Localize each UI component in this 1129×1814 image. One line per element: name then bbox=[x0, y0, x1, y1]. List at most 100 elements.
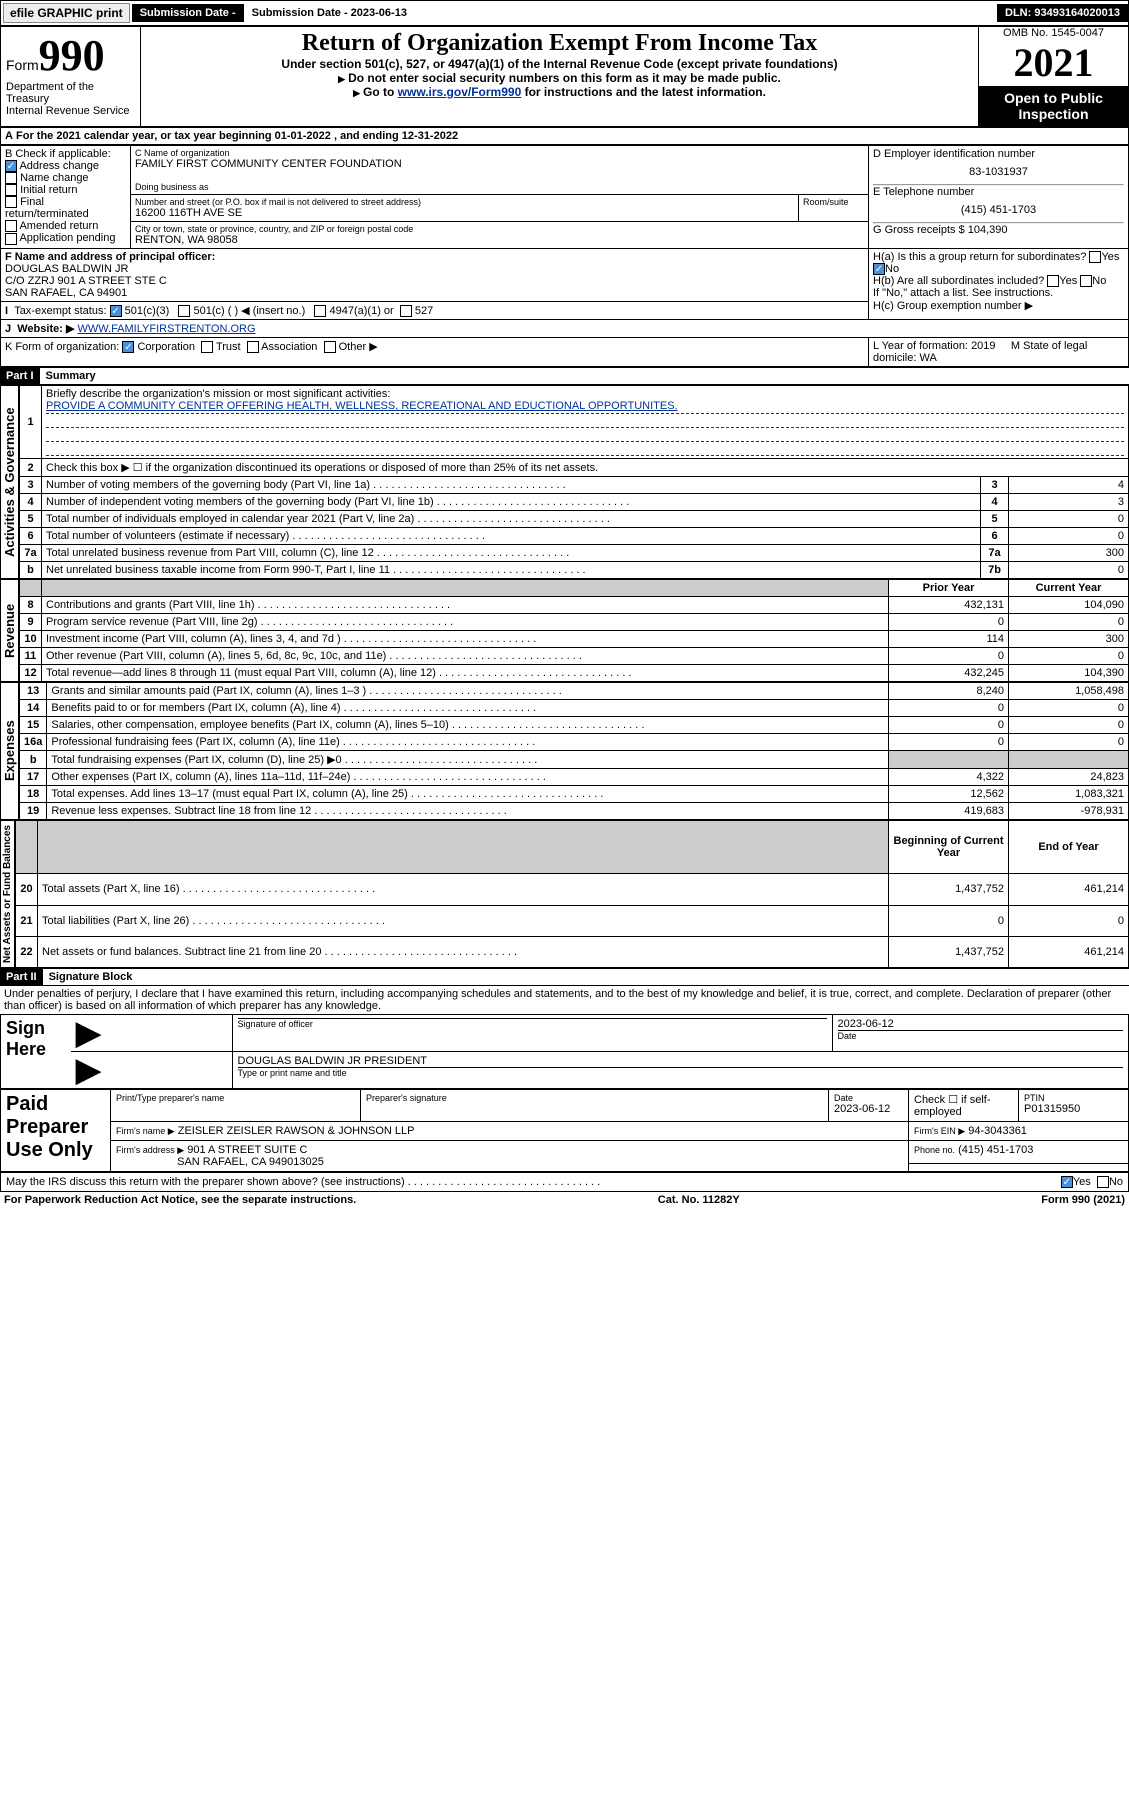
check-501c3[interactable] bbox=[110, 305, 122, 317]
subtitle-3-suffix: for instructions and the latest informat… bbox=[521, 85, 766, 99]
prior-val: 4,322 bbox=[889, 769, 1009, 786]
officer-addr2: SAN RAFAEL, CA 94901 bbox=[5, 287, 127, 299]
firm-ein: 94-3043361 bbox=[968, 1125, 1027, 1137]
website-link[interactable]: WWW.FAMILYFIRSTRENTON.ORG bbox=[77, 323, 255, 335]
curr-val: 461,214 bbox=[1009, 874, 1129, 905]
check-address-change[interactable] bbox=[5, 160, 17, 172]
officer-name-title: DOUGLAS BALDWIN JR PRESIDENT bbox=[238, 1055, 1123, 1067]
line-val: 0 bbox=[1009, 528, 1129, 545]
check-final-return[interactable] bbox=[5, 196, 17, 208]
sign-arrow-icon: ▶ bbox=[76, 1014, 102, 1052]
part1-header-bar: Part I Summary bbox=[0, 367, 1129, 385]
sign-here-label: Sign Here bbox=[1, 1015, 71, 1089]
l2-text: Check this box ▶ ☐ if the organization d… bbox=[42, 459, 1129, 477]
dln: DLN: 93493164020013 bbox=[997, 4, 1128, 22]
line-text: Total number of volunteers (estimate if … bbox=[46, 530, 485, 542]
ha-yes[interactable] bbox=[1089, 251, 1101, 263]
line-text: Number of voting members of the governin… bbox=[46, 479, 566, 491]
irs-label: Internal Revenue Service bbox=[6, 105, 135, 117]
check-other[interactable] bbox=[324, 341, 336, 353]
check-527[interactable] bbox=[400, 305, 412, 317]
discuss-yes[interactable] bbox=[1061, 1176, 1073, 1188]
line-num: 11 bbox=[20, 648, 42, 665]
line-text: Professional fundraising fees (Part IX, … bbox=[51, 736, 535, 748]
ptin-value: P01315950 bbox=[1024, 1103, 1123, 1115]
part2-label: Part II bbox=[0, 969, 43, 985]
year-formation: 2019 bbox=[971, 340, 995, 352]
city-value: RENTON, WA 98058 bbox=[135, 234, 864, 246]
prior-val: 432,245 bbox=[889, 665, 1009, 682]
line-box: 4 bbox=[981, 494, 1009, 511]
omb-number: OMB No. 1545-0047 bbox=[979, 27, 1128, 39]
prior-val: 419,683 bbox=[889, 803, 1009, 820]
curr-val: 104,390 bbox=[1009, 665, 1129, 682]
form-prefix: Form bbox=[6, 57, 39, 73]
line-text: Total revenue—add lines 8 through 11 (mu… bbox=[46, 667, 631, 679]
line-box: 6 bbox=[981, 528, 1009, 545]
check-name-change[interactable] bbox=[5, 172, 17, 184]
line-num: 3 bbox=[20, 477, 42, 494]
declaration-text: Under penalties of perjury, I declare th… bbox=[0, 986, 1129, 1014]
efile-print-button[interactable]: efile GRAPHIC print bbox=[3, 3, 130, 23]
hb-no[interactable] bbox=[1080, 275, 1092, 287]
ein-label: D Employer identification number bbox=[873, 148, 1124, 160]
gross-receipts-label: G Gross receipts $ bbox=[873, 224, 965, 236]
check-corp[interactable] bbox=[122, 341, 134, 353]
line-text: Total expenses. Add lines 13–17 (must eq… bbox=[51, 788, 603, 800]
check-4947[interactable] bbox=[314, 305, 326, 317]
ein-value: 83-1031937 bbox=[873, 160, 1124, 184]
line-num: 6 bbox=[20, 528, 42, 545]
curr-val bbox=[1009, 751, 1129, 769]
check-trust[interactable] bbox=[201, 341, 213, 353]
signature-table: Sign Here ▶ Signature of officer 2023-06… bbox=[0, 1014, 1129, 1089]
check-assoc[interactable] bbox=[247, 341, 259, 353]
check-initial-return[interactable] bbox=[5, 184, 17, 196]
footer-right: Form 990 (2021) bbox=[1041, 1194, 1125, 1206]
prior-year-hdr: Prior Year bbox=[889, 580, 1009, 597]
line-num: 18 bbox=[20, 786, 47, 803]
prep-sig-label: Preparer's signature bbox=[366, 1093, 823, 1103]
dba-label: Doing business as bbox=[135, 182, 864, 192]
addr-value: 16200 116TH AVE SE bbox=[135, 207, 794, 219]
check-application-pending[interactable] bbox=[5, 233, 17, 245]
firm-phone-label: Phone no. bbox=[914, 1145, 955, 1155]
phone-label: E Telephone number bbox=[873, 186, 1124, 198]
form990-link[interactable]: www.irs.gov/Form990 bbox=[398, 85, 522, 99]
check-amended-return[interactable] bbox=[5, 220, 17, 232]
eoy-hdr: End of Year bbox=[1009, 821, 1129, 874]
line-box: 5 bbox=[981, 511, 1009, 528]
line-val: 300 bbox=[1009, 545, 1129, 562]
open-public-badge: Open to Public Inspection bbox=[979, 86, 1128, 126]
hc-label: H(c) Group exemption number ▶ bbox=[873, 299, 1124, 312]
hb-yes[interactable] bbox=[1047, 275, 1059, 287]
firm-phone: (415) 451-1703 bbox=[958, 1144, 1033, 1156]
line-val: 0 bbox=[1009, 511, 1129, 528]
line-text: Program service revenue (Part VIII, line… bbox=[46, 616, 453, 628]
line-num: 10 bbox=[20, 631, 42, 648]
room-label: Room/suite bbox=[803, 197, 864, 207]
sig-date-label: Date bbox=[838, 1030, 1123, 1041]
officer-addr1: C/O ZZRJ 901 A STREET STE C bbox=[5, 275, 167, 287]
prior-val: 432,131 bbox=[889, 597, 1009, 614]
org-name: FAMILY FIRST COMMUNITY CENTER FOUNDATION bbox=[135, 158, 864, 170]
check-501c[interactable] bbox=[178, 305, 190, 317]
ha-no[interactable] bbox=[873, 263, 885, 275]
tax-status-label: Tax-exempt status: bbox=[14, 305, 106, 317]
discuss-no[interactable] bbox=[1097, 1176, 1109, 1188]
firm-name-label: Firm's name ▶ bbox=[116, 1126, 175, 1136]
discuss-question: May the IRS discuss this return with the… bbox=[6, 1176, 1061, 1188]
line-val: 0 bbox=[1009, 562, 1129, 579]
line-num: 14 bbox=[20, 700, 47, 717]
boxy-hdr: Beginning of Current Year bbox=[889, 821, 1009, 874]
line-box: 7b bbox=[981, 562, 1009, 579]
curr-val: 0 bbox=[1009, 648, 1129, 665]
firm-addr1: 901 A STREET SUITE C bbox=[187, 1144, 307, 1156]
side-exp: Expenses bbox=[0, 682, 19, 820]
line-num: 8 bbox=[20, 597, 42, 614]
line-text: Total unrelated business revenue from Pa… bbox=[46, 547, 569, 559]
line-text: Salaries, other compensation, employee b… bbox=[51, 719, 644, 731]
line-num: b bbox=[20, 562, 42, 579]
line-text: Revenue less expenses. Subtract line 18 … bbox=[51, 805, 506, 817]
line-a: A For the 2021 calendar year, or tax yea… bbox=[0, 127, 1129, 145]
prior-val: 0 bbox=[889, 700, 1009, 717]
